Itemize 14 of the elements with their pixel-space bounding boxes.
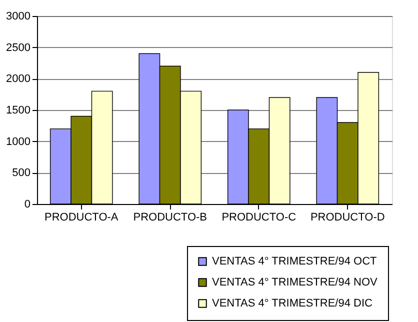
legend-label: VENTAS 4° TRIMESTRE/94 NOV: [212, 276, 378, 288]
y-tick-label: 1500: [6, 104, 30, 116]
x-tick-label: PRODUCTO-D: [310, 212, 385, 224]
y-tick-label: 3000: [6, 10, 30, 22]
x-tick-label: PRODUCTO-A: [44, 212, 119, 224]
y-tick-label: 2500: [6, 42, 30, 54]
y-tick-label: 500: [12, 167, 30, 180]
legend-label: VENTAS 4° TRIMESTRE/94 DIC: [212, 298, 373, 310]
legend-label: VENTAS 4° TRIMESTRE/94 OCT: [212, 256, 378, 268]
x-tick-label: PRODUCTO-B: [133, 212, 207, 224]
y-tick-label: 1000: [6, 136, 30, 148]
y-tick-label: 2000: [6, 73, 30, 86]
y-tick-label: 0: [24, 198, 30, 210]
x-tick-label: PRODUCTO-C: [222, 212, 296, 224]
